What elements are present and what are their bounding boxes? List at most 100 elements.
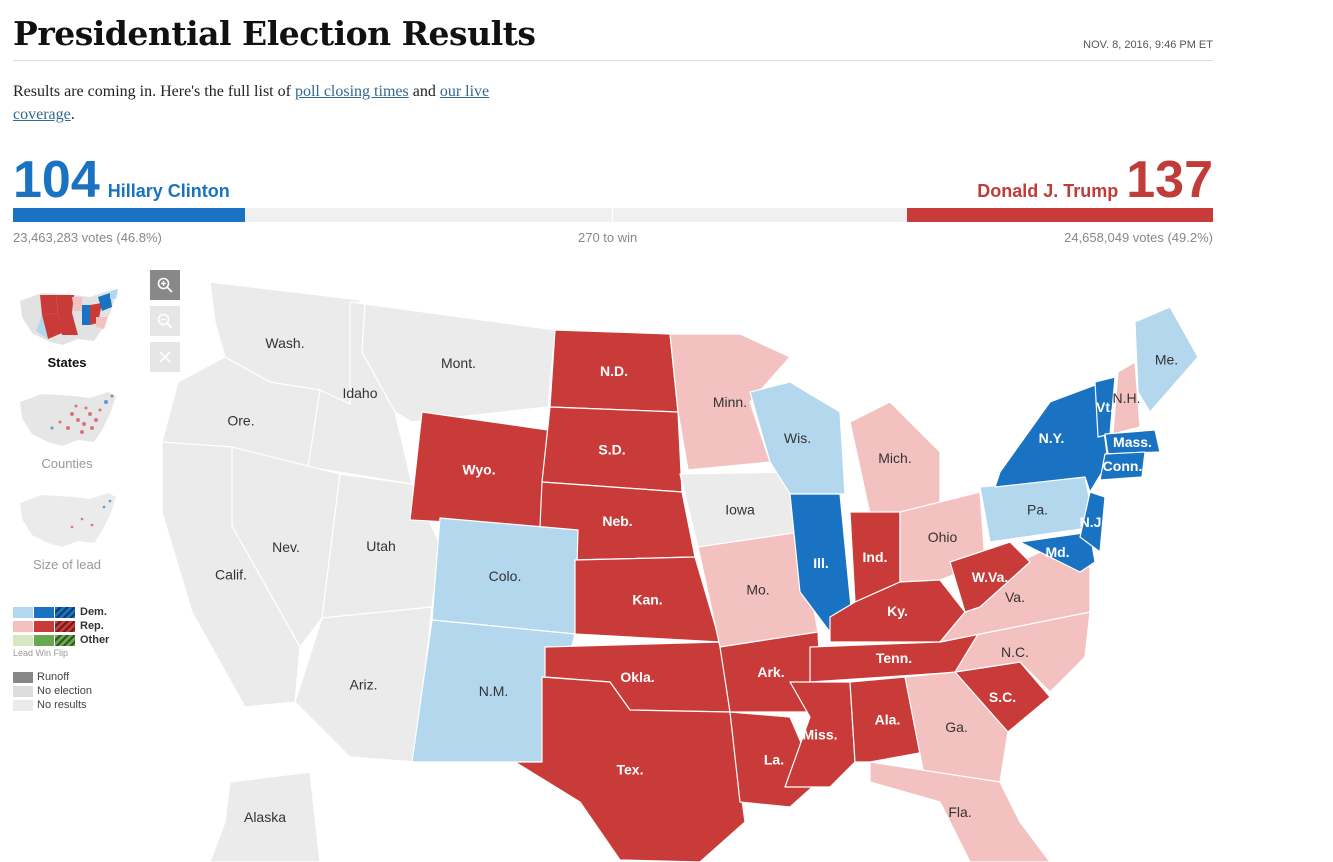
state-alaska[interactable] — [209, 771, 321, 862]
legend-no-results-label: No results — [37, 699, 87, 711]
state-ala[interactable] — [849, 676, 926, 763]
us-map[interactable]: Wash. Ore. Idaho Mont. Nev. Calif. Utah Ariz. Wy… — [150, 262, 1210, 862]
state-label-pa: Pa. — [1027, 502, 1048, 518]
state-n-c[interactable] — [939, 611, 1091, 693]
state-label-tex: Tex. — [617, 762, 644, 778]
live-coverage-link[interactable]: our live coverage — [13, 83, 490, 123]
state-label-ark: Ark. — [757, 664, 784, 680]
to-win-label: 270 to win — [578, 230, 638, 245]
swatch-rep-win — [34, 620, 54, 632]
swatch-no-election — [13, 685, 33, 697]
state-label-ill: Ill. — [813, 555, 829, 571]
state-label-n-c: N.C. — [1001, 644, 1029, 660]
state-label-mich: Mich. — [878, 450, 911, 466]
state-label-n-h: N.H. — [1113, 390, 1141, 406]
page-title: Presidential Election Results — [13, 14, 536, 53]
legend-no-election-label: No election — [37, 685, 93, 697]
state-label-la: La. — [764, 752, 784, 768]
zoom-out-icon — [157, 313, 173, 329]
state-mich[interactable] — [849, 401, 941, 515]
state-label-wash: Wash. — [265, 335, 304, 351]
dem-popular-votes: 23,463,283 votes (46.8%) — [13, 230, 162, 245]
legend-runoff-label: Runoff — [37, 671, 70, 683]
dem-candidate-name: Hillary Clinton — [107, 181, 230, 201]
state-tex[interactable] — [514, 676, 746, 862]
close-icon — [159, 351, 171, 363]
swatch-runoff — [13, 671, 33, 683]
270-marker — [612, 208, 613, 222]
state-label-conn: Conn. — [1103, 458, 1143, 474]
state-label-me: Me. — [1155, 352, 1178, 368]
state-label-nev: Nev. — [272, 539, 300, 555]
view-size-of-lead[interactable]: Size of lead — [12, 485, 122, 572]
intro-text-mid: and — [408, 83, 440, 100]
state-label-md: Md. — [1045, 544, 1069, 560]
view-states[interactable]: States — [12, 283, 122, 370]
state-label-wis: Wis. — [784, 430, 811, 446]
header-divider — [13, 60, 1213, 61]
state-label-ala: Ala. — [875, 712, 901, 728]
state-label-ind: Ind. — [863, 549, 888, 565]
state-label-n-d: N.D. — [600, 363, 628, 379]
swatch-rep-flip — [55, 620, 75, 632]
state-label-neb: Neb. — [602, 513, 632, 529]
state-label-colo: Colo. — [489, 568, 522, 584]
state-label-wyo: Wyo. — [462, 462, 495, 478]
state-ariz[interactable] — [294, 606, 433, 763]
state-mass[interactable] — [1104, 429, 1161, 455]
state-label-s-c: S.C. — [989, 689, 1016, 705]
state-wis[interactable] — [749, 381, 846, 495]
state-label-s-d: S.D. — [598, 442, 625, 458]
intro-text: Results are coming in. Here's the full l… — [13, 80, 553, 126]
dem-bar-fill — [13, 208, 245, 222]
state-label-va: Va. — [1005, 589, 1025, 605]
state-ga[interactable] — [904, 671, 1009, 783]
zoom-out-button[interactable] — [150, 306, 180, 336]
swatch-other-win — [34, 634, 54, 646]
rep-electoral-votes: 137 — [1126, 151, 1213, 209]
state-label-ohio: Ohio — [928, 529, 958, 545]
zoom-in-button[interactable] — [150, 270, 180, 300]
state-label-calif: Calif. — [215, 567, 247, 583]
state-n-h[interactable] — [1112, 361, 1141, 435]
state-fla[interactable] — [869, 761, 1051, 862]
state-ky[interactable] — [829, 579, 966, 643]
counties-thumbnail-icon — [20, 392, 116, 446]
state-label-mo: Mo. — [746, 582, 769, 598]
swatch-other-lead — [13, 634, 33, 646]
state-me[interactable] — [1134, 306, 1199, 413]
swatch-dem-lead — [13, 606, 33, 618]
legend-other-label: Other — [80, 634, 110, 646]
state-label-tenn: Tenn. — [876, 650, 912, 666]
view-states-label: States — [47, 355, 87, 370]
poll-closing-times-link[interactable]: poll closing times — [294, 83, 409, 100]
state-label-mass: Mass. — [1113, 434, 1152, 450]
legend-rep-label: Rep. — [80, 620, 104, 632]
state-label-iowa: Iowa — [725, 502, 755, 518]
state-label-mont: Mont. — [441, 355, 476, 371]
rep-popular-votes: 24,658,049 votes (49.2%) — [1064, 230, 1213, 245]
state-md[interactable] — [1019, 531, 1096, 573]
reset-zoom-button[interactable] — [150, 342, 180, 372]
swatch-dem-win — [34, 606, 54, 618]
view-counties-label: Counties — [41, 456, 93, 471]
view-size-of-lead-label: Size of lead — [33, 557, 101, 572]
view-switcher: States Counties Size of lead — [12, 283, 122, 586]
view-counties[interactable]: Counties — [12, 384, 122, 471]
state-label-utah: Utah — [366, 538, 396, 554]
state-n-j[interactable] — [1079, 491, 1106, 553]
state-n-y[interactable] — [994, 383, 1109, 493]
zoom-in-icon — [157, 277, 173, 293]
state-label-ky: Ky. — [887, 603, 908, 619]
state-label-w-va: W.Va. — [972, 569, 1009, 585]
state-w-va[interactable] — [949, 541, 1031, 613]
state-minn[interactable] — [669, 333, 791, 471]
rep-tally: Donald J. Trump 137 — [969, 150, 1213, 210]
swatch-no-results — [13, 699, 33, 711]
state-conn[interactable] — [1099, 451, 1146, 481]
state-label-idaho: Idaho — [342, 385, 377, 401]
state-label-n-m: N.M. — [479, 683, 509, 699]
timestamp: NOV. 8, 2016, 9:46 PM ET — [1083, 39, 1213, 51]
swatch-dem-flip — [55, 606, 75, 618]
state-label-alaska: Alaska — [244, 809, 286, 825]
